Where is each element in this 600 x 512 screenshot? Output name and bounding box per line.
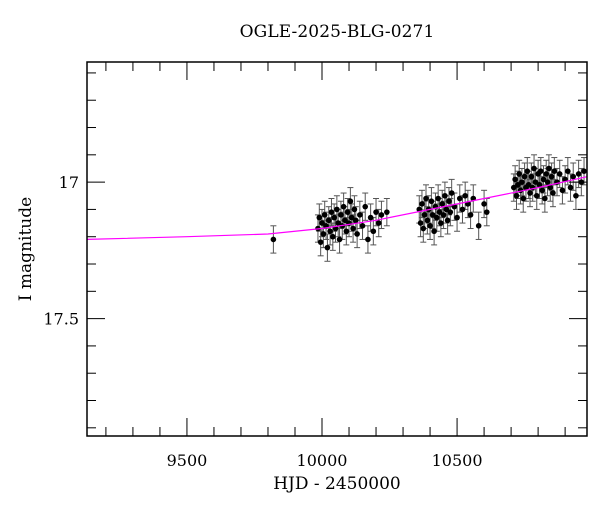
svg-text:17: 17: [59, 173, 79, 192]
chart-title: OGLE-2025-BLG-0271: [239, 22, 435, 42]
data-points: [270, 165, 587, 251]
svg-text:17.5: 17.5: [43, 310, 79, 329]
axis-ticks: [87, 62, 587, 436]
plot-frame: [86, 61, 588, 437]
svg-text:10500: 10500: [432, 451, 483, 470]
tick-labels: 9500 10000 10500 17 17.5: [43, 173, 482, 470]
svg-text:10000: 10000: [297, 451, 348, 470]
svg-text:9500: 9500: [167, 451, 208, 470]
model-curve: [86, 176, 588, 240]
x-axis-label: HJD - 2450000: [273, 474, 401, 494]
